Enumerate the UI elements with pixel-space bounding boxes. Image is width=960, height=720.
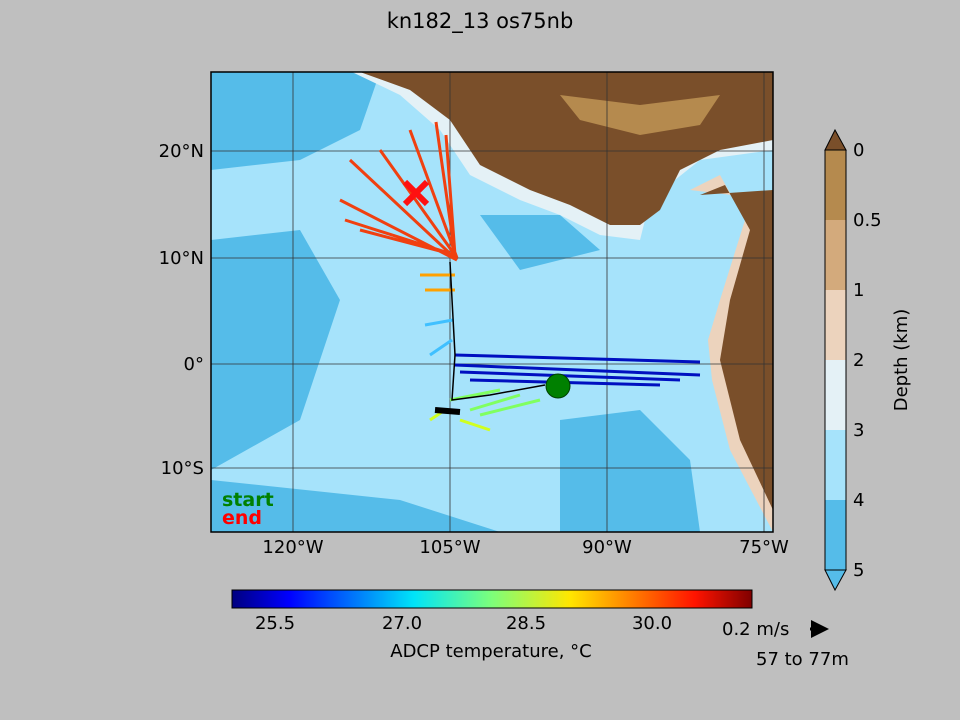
- depth-colorbar: 0 0.5 1 2 3 4 5 Depth (km): [824, 128, 912, 592]
- lat-label: 10°S: [161, 458, 204, 479]
- lat-labels: 20°N 10°N 0° 10°S: [159, 141, 204, 479]
- depth-label: 3: [853, 420, 864, 441]
- legend-start: start: [222, 489, 274, 511]
- lat-label: 20°N: [159, 141, 204, 162]
- track-end: [434, 407, 461, 415]
- legend-end: end: [222, 507, 262, 529]
- graticule: [211, 72, 773, 532]
- deep-ocean: [211, 72, 700, 532]
- scale-label: 0.2 m/s: [722, 619, 789, 640]
- temp-label: 27.0: [382, 613, 422, 634]
- end-marker: [402, 179, 430, 207]
- depth-label: 1: [853, 280, 864, 301]
- lon-label: 120°W: [262, 537, 323, 558]
- south-america: [700, 185, 773, 510]
- lat-label: 10°N: [159, 248, 204, 269]
- map-frame: [210, 71, 774, 533]
- map: start end: [211, 72, 773, 532]
- depth-label: 0: [853, 140, 864, 161]
- depth-label: 0.5: [853, 210, 882, 231]
- temperature-colorbar: 25.5 27.0 28.5 30.0 ADCP temperature, °C: [231, 589, 753, 662]
- depth-title: Depth (km): [891, 309, 912, 412]
- title: kn182_13 os75nb: [387, 9, 574, 34]
- depth-label: 5: [853, 560, 864, 581]
- lon-label: 90°W: [582, 537, 632, 558]
- highland: [560, 95, 720, 135]
- temp-title: ADCP temperature, °C: [390, 641, 591, 662]
- lon-label: 75°W: [739, 537, 789, 558]
- lon-label: 105°W: [419, 537, 480, 558]
- depth-label: 2: [853, 350, 864, 371]
- start-marker: [545, 373, 571, 399]
- temp-label: 28.5: [506, 613, 546, 634]
- depth-range: 57 to 77m: [756, 649, 849, 670]
- velocity-arrows: [339, 121, 701, 432]
- temp-label: 25.5: [255, 613, 295, 634]
- lon-labels: 120°W 105°W 90°W 75°W: [262, 537, 789, 558]
- lat-label: 0°: [184, 354, 204, 375]
- depth-label: 4: [853, 490, 864, 511]
- scale-key: 0.2 m/s 57 to 77m: [722, 619, 849, 670]
- temp-label: 30.0: [632, 613, 672, 634]
